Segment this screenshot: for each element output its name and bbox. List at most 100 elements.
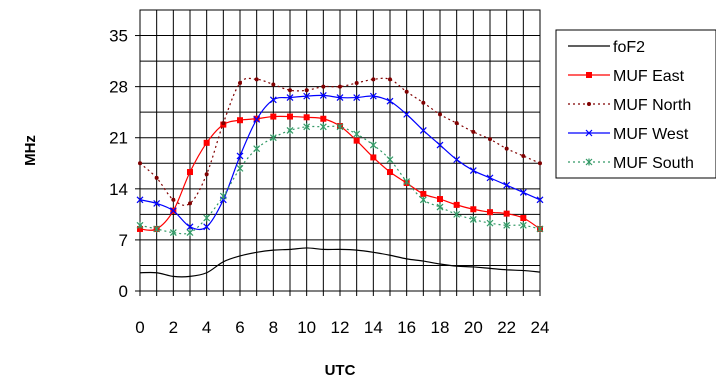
series-muf-north (138, 77, 542, 206)
data-point-muf-east (187, 169, 193, 176)
data-point-muf-west (253, 116, 261, 123)
data-point-muf-west (303, 92, 311, 100)
legend-label-fof2: foF2 (613, 39, 645, 56)
legend-marker-muf-west (585, 129, 593, 137)
data-point-muf-south (403, 178, 411, 186)
data-point-muf-north (254, 77, 259, 82)
x-tick-label: 24 (531, 318, 550, 337)
data-point-muf-south (353, 130, 361, 138)
data-point-muf-west (536, 196, 544, 204)
x-tick-label: 22 (497, 318, 516, 337)
data-point-muf-south (503, 221, 511, 229)
data-point-muf-south (186, 229, 194, 237)
legend-marker-muf-south (585, 158, 593, 166)
data-point-muf-east (437, 196, 443, 203)
y-tick-label: 7 (119, 231, 128, 250)
data-point-muf-south (469, 215, 477, 223)
data-point-muf-south (153, 225, 161, 233)
data-point-muf-west (203, 223, 211, 231)
data-point-muf-east (303, 114, 310, 121)
data-point-muf-west (153, 199, 161, 207)
data-point-muf-north (521, 153, 526, 158)
data-point-muf-west (453, 156, 461, 164)
data-point-muf-south (219, 192, 227, 200)
data-point-muf-west (353, 94, 361, 102)
data-point-muf-south (453, 210, 461, 218)
legend-item-fof2: foF2 (568, 39, 645, 56)
data-point-muf-south (136, 221, 144, 229)
data-point-muf-east (353, 137, 360, 144)
data-point-muf-south (203, 214, 211, 222)
legend-item-muf-west: MUF West (568, 126, 689, 143)
data-point-muf-south (386, 156, 394, 164)
data-point-muf-west (436, 141, 444, 149)
data-point-muf-east (320, 115, 327, 122)
data-point-muf-north (154, 175, 159, 180)
data-point-muf-north (488, 137, 492, 142)
data-point-muf-east (203, 139, 210, 146)
data-point-muf-east (453, 201, 460, 208)
data-point-muf-south (253, 145, 261, 153)
data-point-muf-west (469, 167, 477, 174)
x-tick-label: 12 (331, 318, 350, 337)
series-muf-south (136, 123, 544, 237)
data-point-muf-south (486, 219, 494, 227)
x-tick-label: 4 (202, 318, 211, 337)
x-tick-label: 0 (135, 318, 144, 337)
data-point-muf-south (336, 123, 344, 131)
y-tick-label: 21 (109, 129, 128, 148)
data-point-muf-east (270, 113, 277, 120)
data-point-muf-west (169, 207, 177, 215)
series-line-fof2 (139, 247, 541, 278)
data-point-muf-north (354, 80, 359, 85)
data-point-muf-north (204, 172, 209, 177)
data-point-muf-north (538, 161, 542, 166)
data-point-muf-north (271, 82, 276, 87)
x-tick-label: 20 (464, 318, 483, 337)
data-point-muf-north (504, 146, 509, 151)
x-tick-label: 8 (269, 318, 278, 337)
data-point-muf-east (137, 225, 143, 232)
y-axis-label: MHz (22, 135, 39, 166)
y-tick-label: 14 (109, 180, 128, 199)
data-point-muf-east (487, 209, 493, 216)
data-point-muf-north (371, 77, 376, 82)
data-point-muf-east (470, 206, 477, 213)
data-point-muf-south (436, 203, 444, 211)
data-point-muf-east (370, 154, 377, 161)
data-point-muf-west (319, 91, 327, 99)
data-point-muf-east (237, 117, 243, 124)
series-fof2 (139, 247, 541, 278)
data-point-muf-west (136, 196, 144, 204)
data-point-muf-south (419, 196, 427, 204)
legend-label-muf-east: MUF East (613, 68, 685, 85)
legend-label-muf-north: MUF North (613, 97, 691, 114)
x-tick-label: 2 (169, 318, 178, 337)
data-point-muf-south (269, 134, 277, 142)
x-axis-label: UTC (325, 362, 356, 379)
data-point-muf-west (503, 181, 511, 189)
data-point-muf-north (471, 129, 476, 134)
data-point-muf-north (138, 161, 142, 166)
data-point-muf-south (169, 229, 177, 237)
data-point-muf-north (221, 121, 226, 126)
legend-item-muf-north: MUF North (568, 97, 691, 114)
series-muf-west (136, 91, 544, 231)
data-point-muf-north (321, 84, 326, 89)
data-point-muf-south (286, 126, 294, 134)
legend-marker-muf-north (587, 102, 591, 106)
legend-items: foF2 MUF East MUF North MUF West MUF South (568, 39, 694, 172)
legend: foF2 MUF East MUF North MUF West MUF South (555, 29, 716, 179)
x-tick-label: 14 (364, 318, 383, 337)
data-point-muf-west (519, 189, 527, 196)
legend-box (555, 29, 716, 179)
x-tick-label: 16 (397, 318, 416, 337)
data-point-muf-south (236, 164, 244, 172)
data-point-muf-south (319, 123, 327, 131)
data-point-muf-west (403, 110, 411, 118)
data-point-muf-west (486, 174, 494, 182)
data-point-muf-east (503, 210, 510, 217)
data-point-muf-north (438, 112, 442, 117)
